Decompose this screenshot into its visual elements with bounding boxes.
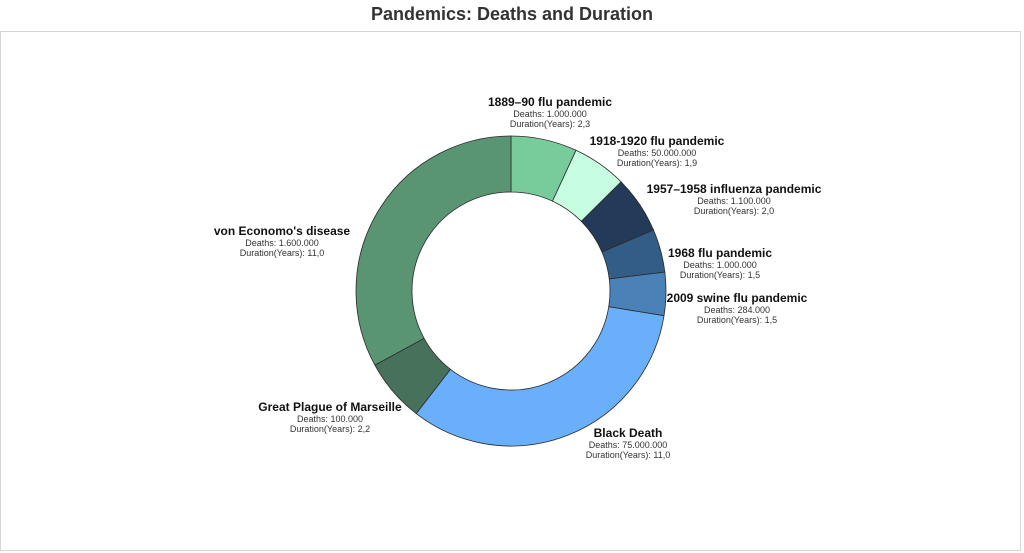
slice-label-duration: Duration(Years): 2,3 xyxy=(510,119,590,129)
slice-label-duration: Duration(Years): 1,5 xyxy=(697,315,777,325)
slice-label-name: Great Plague of Marseille xyxy=(258,400,402,414)
slice-label-duration: Duration(Years): 2,2 xyxy=(290,424,370,434)
slice-label-deaths: Deaths: 50.000.000 xyxy=(618,148,697,158)
donut-slice[interactable] xyxy=(355,135,512,366)
slice-label-name: 1918-1920 flu pandemic xyxy=(590,134,725,148)
slice-label-name: von Economo's disease xyxy=(214,224,351,238)
chart-title: Pandemics: Deaths and Duration xyxy=(370,4,654,24)
slice-label-deaths: Deaths: 1.000.000 xyxy=(683,260,757,270)
slice-label-deaths: Deaths: 100.000 xyxy=(297,414,363,424)
slice-label-duration: Duration(Years): 1,5 xyxy=(680,270,760,280)
slice-label-deaths: Deaths: 1.600.000 xyxy=(245,238,319,248)
slice-label-duration: Duration(Years): 2,0 xyxy=(694,206,774,216)
slice-label-name: 1957–1958 influenza pandemic xyxy=(647,182,822,196)
slice-label-deaths: Deaths: 75.000.000 xyxy=(589,440,668,450)
slice-label-duration: Duration(Years): 11,0 xyxy=(586,450,671,460)
slice-label-duration: Duration(Years): 1,9 xyxy=(617,158,697,168)
slice-label-name: 1968 flu pandemic xyxy=(668,246,772,260)
slice-label-name: 2009 swine flu pandemic xyxy=(667,291,808,305)
slice-label-deaths: Deaths: 284.000 xyxy=(704,305,770,315)
slice-label-deaths: Deaths: 1.000.000 xyxy=(513,109,587,119)
slice-label-name: Black Death xyxy=(594,426,663,440)
plot-area xyxy=(0,31,1021,551)
donut-slice[interactable] xyxy=(415,306,665,447)
slice-label-name: 1889–90 flu pandemic xyxy=(488,95,612,109)
slice-label-deaths: Deaths: 1.100.000 xyxy=(697,196,771,206)
slice-label-duration: Duration(Years): 11,0 xyxy=(240,248,325,258)
